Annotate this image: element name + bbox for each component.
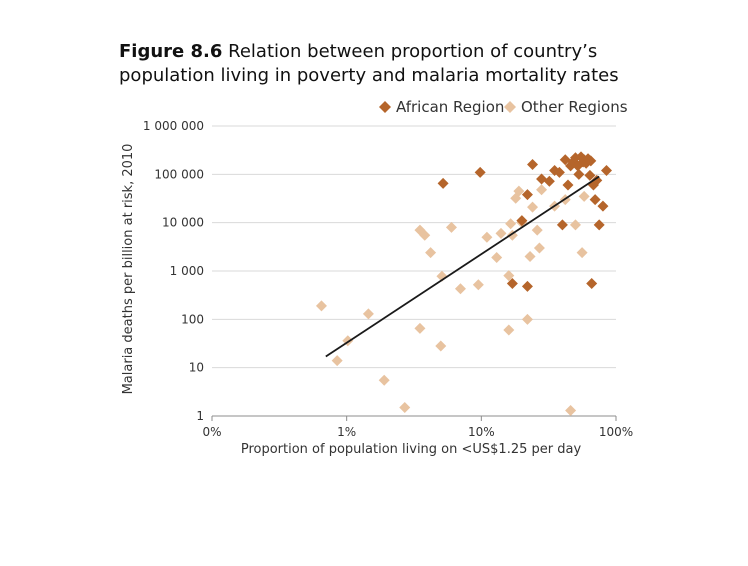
african-region-point [536,173,548,185]
african-region-point [527,158,539,170]
african-region-point [553,166,565,178]
other-regions-point [527,201,539,213]
other-regions-point [315,300,327,312]
other-regions-point [513,185,525,197]
african-region-point [474,166,486,178]
other-regions-point [362,308,374,320]
axes: 1 10 100 1 000 10 000 100 000 1 000 000 0% 1% 10%… [143,119,633,439]
y-axis-label: Malaria deaths per billion at risk, 2010 [121,144,136,395]
african-region-point [600,165,612,177]
african-region-point [506,278,518,290]
other-regions-point [569,219,581,231]
x-axis-label: Proportion of population living on <US$1… [241,442,582,457]
y-tick-label: 10 [189,361,204,375]
other-regions-point [521,313,533,325]
african-region-point [586,278,598,290]
other-regions-point [445,221,457,233]
other-regions-point [503,324,515,336]
other-regions-point [531,224,543,236]
trend-line [325,175,600,358]
other-regions-point [536,184,548,196]
other-regions-point [331,355,343,367]
figure-label: Figure 8.6 [119,41,223,62]
other-regions-point [565,404,577,416]
african-region-point [543,175,555,187]
trend-line-group [325,175,600,358]
legend-african-region-marker [379,101,391,113]
legend-other-regions-label: Other Regions [521,98,628,116]
y-tick-label: 100 [181,312,204,326]
african-region-point [597,200,609,212]
other-regions-point [578,190,590,202]
african-region-point [516,215,528,227]
african-region-point [584,169,596,181]
african-region-point [562,179,574,191]
other-regions-point [481,231,493,243]
other-regions-point [533,242,545,254]
african-region-point [437,177,449,189]
other-regions-point [576,247,588,259]
other-regions-point [399,401,411,413]
african-region-point [559,154,571,166]
y-tick-label: 1 [196,409,204,423]
african-region-point [521,189,533,201]
other-regions-point [435,340,447,352]
other-regions-point [472,279,484,291]
african-region-point [573,168,585,180]
legend: African Region Other Regions [379,98,628,116]
legend-other-regions-marker [504,101,516,113]
other-regions-point [495,227,507,239]
other-regions-point [425,247,437,259]
grid-lines [212,125,616,369]
y-tick-label: 1 000 000 [143,119,204,133]
y-tick-label: 100 000 [154,167,204,181]
data-points [315,151,612,416]
x-tick-label: 100% [599,425,633,439]
african-region-point [556,219,568,231]
african-region-point [521,280,533,292]
other-regions-point [505,218,517,230]
african-region-point [589,194,601,206]
figure-title-text: Relation between proportion of country’s… [119,41,619,86]
x-tick-label: 10% [468,425,495,439]
other-regions-point [491,252,503,264]
other-regions-point [524,250,536,262]
african-region-point [593,219,605,231]
other-regions-point [378,374,390,386]
x-tick-label: 0% [202,425,221,439]
x-tick-label: 1% [337,425,356,439]
y-tick-label: 10 000 [162,216,204,230]
other-regions-point [503,270,515,282]
legend-african-region-label: African Region [396,98,504,116]
figure-title: Figure 8.6 Relation between proportion o… [119,40,639,88]
other-regions-point [454,283,466,295]
other-regions-point [419,229,431,241]
other-regions-point [414,322,426,334]
african-region-point [591,174,603,186]
african-region-point [585,155,597,167]
y-tick-label: 1 000 [170,264,204,278]
